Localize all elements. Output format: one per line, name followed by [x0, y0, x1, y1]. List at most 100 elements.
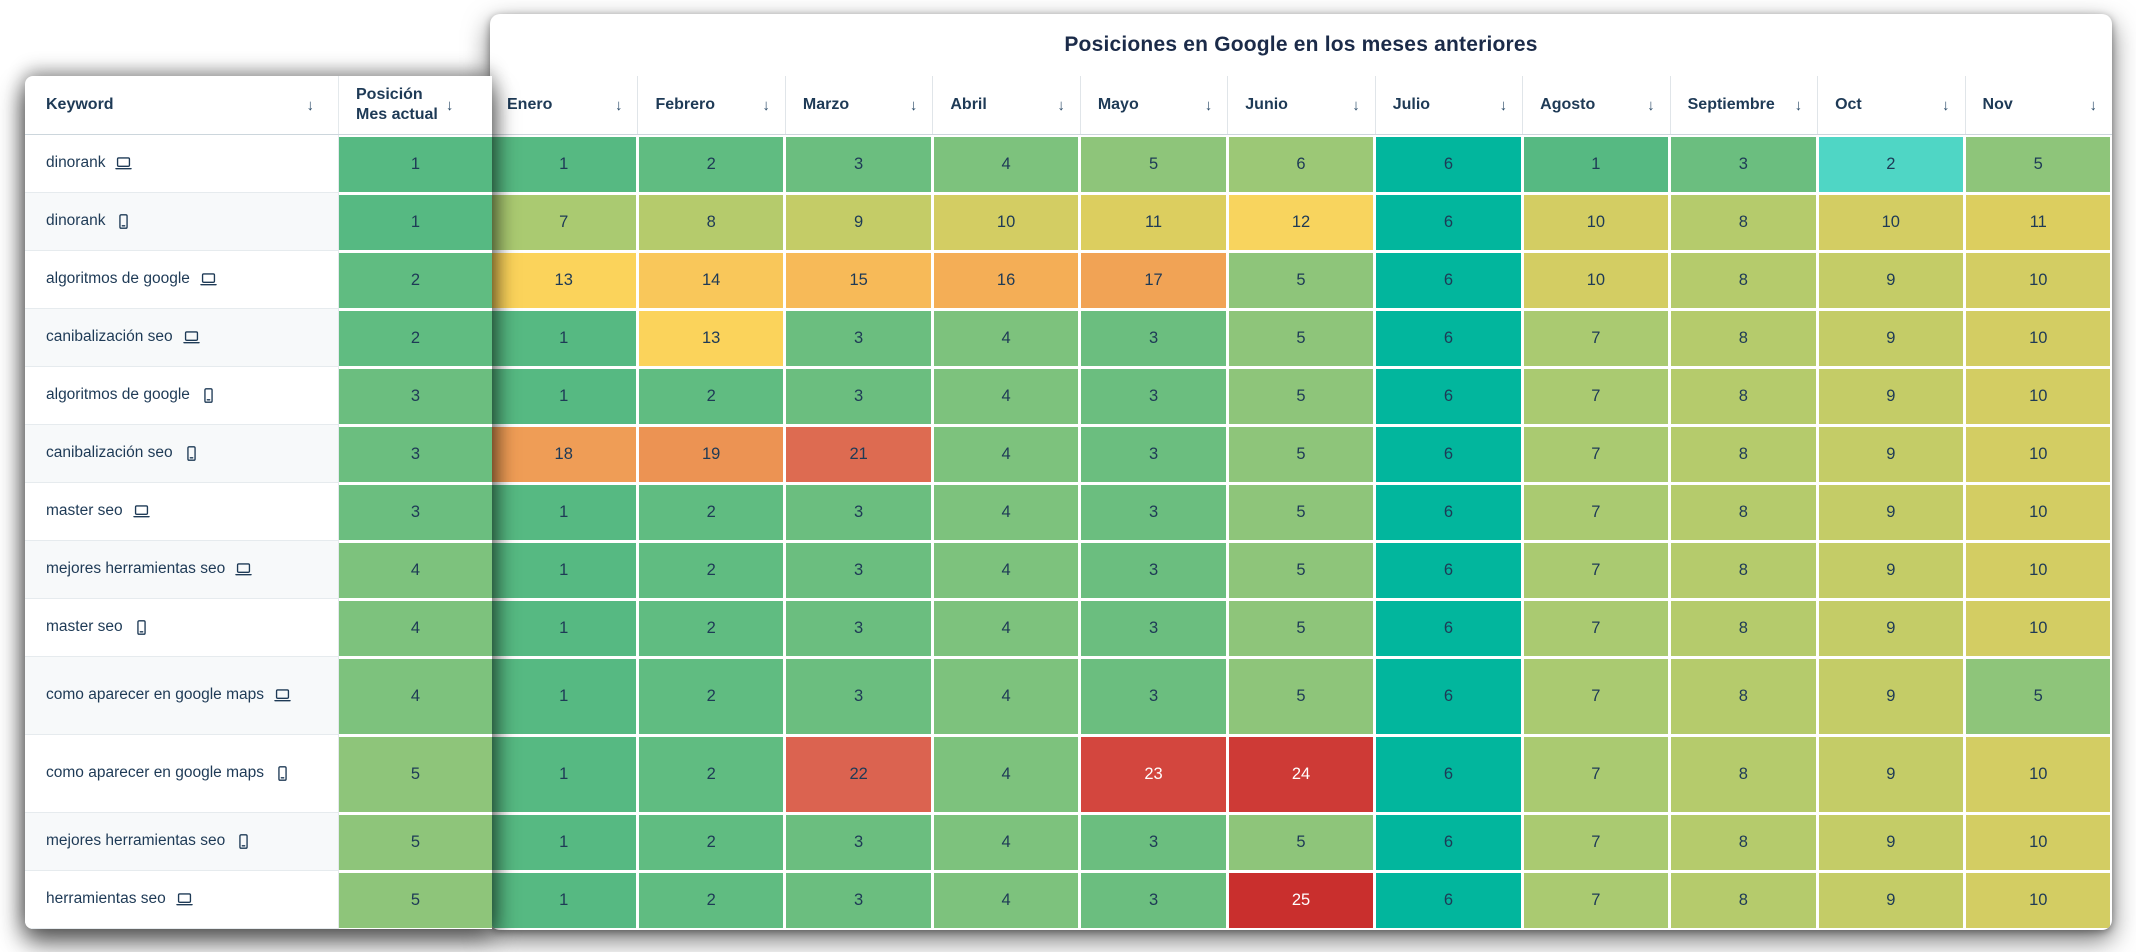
position-cell: 3 [1081, 484, 1226, 540]
position-cell: 2 [638, 600, 784, 656]
month-values-row: 1 2 22 4 23 24 6 7 8 9 10 [490, 735, 2112, 813]
month-values-row: 13 14 15 16 17 5 6 10 8 9 10 [490, 251, 2112, 309]
position-cell: 1 [491, 872, 636, 928]
position-cell: 3 [1081, 658, 1226, 734]
sort-down-icon[interactable]: ↓ [1647, 96, 1655, 114]
position-cell: 7 [491, 194, 636, 250]
keyword-row: master seo 3 [25, 483, 492, 541]
keyword-cell: como aparecer en google maps [25, 657, 339, 735]
position-cell: 9 [1818, 658, 1964, 734]
keyword-column-header[interactable]: Keyword ↓ [25, 76, 339, 134]
position-cell: 5 [1228, 252, 1374, 308]
month-values-row: 1 13 3 4 3 5 6 7 8 9 10 [490, 309, 2112, 367]
position-cell: 23 [1081, 736, 1226, 812]
month-column-header-abril[interactable]: Abril ↓ [932, 76, 1079, 134]
position-cell: 3 [786, 542, 931, 598]
position-cell: 10 [1966, 310, 2111, 366]
position-cell: 12 [1228, 194, 1374, 250]
position-cell: 3 [786, 600, 931, 656]
month-header-label: Abril [950, 96, 987, 113]
month-column-header-septiembre[interactable]: Septiembre ↓ [1669, 76, 1817, 134]
position-cell: 7 [1523, 814, 1669, 870]
mobile-icon [132, 618, 151, 637]
position-cell: 2 [638, 814, 784, 870]
sort-down-icon[interactable]: ↓ [2089, 96, 2097, 114]
month-column-header-julio[interactable]: Julio ↓ [1374, 76, 1522, 134]
position-cell: 3 [1081, 872, 1226, 928]
position-cell: 10 [933, 194, 1079, 250]
position-cell: 3 [786, 658, 931, 734]
keyword-label: dinorank [46, 154, 106, 172]
month-column-header-junio[interactable]: Junio ↓ [1227, 76, 1374, 134]
months-grid: 1 2 3 4 5 6 6 1 3 2 5 7 8 9 10 11 12 6 10 8 10 11 13 14 15 16 17 5 6… [490, 135, 2112, 930]
month-column-header-agosto[interactable]: Agosto ↓ [1522, 76, 1669, 134]
position-column-header[interactable]: Posición Mes actual ↓ [339, 76, 492, 134]
position-cell: 15 [786, 252, 931, 308]
keyword-label: canibalización seo [46, 328, 173, 346]
keyword-rows: dinorank 1 dinorank 1 algoritmos de google 2 c… [25, 135, 492, 929]
position-cell: 6 [1376, 484, 1521, 540]
keyword-cell: canibalización seo [25, 309, 339, 367]
position-cell: 8 [1671, 194, 1816, 250]
position-cell: 6 [1376, 136, 1521, 192]
position-cell: 5 [1228, 600, 1374, 656]
sort-down-icon[interactable]: ↓ [762, 96, 770, 114]
position-cell: 8 [1671, 310, 1816, 366]
sort-down-icon[interactable]: ↓ [306, 96, 315, 114]
position-cell: 2 [638, 368, 784, 424]
position-cell: 4 [933, 542, 1079, 598]
card-title: Posiciones en Google en los meses anteri… [1064, 33, 1538, 56]
position-cell: 9 [786, 194, 931, 250]
sort-down-icon[interactable]: ↓ [1204, 96, 1213, 114]
frozen-keyword-panel: Keyword ↓ Posición Mes actual ↓ dinorank… [25, 76, 492, 929]
current-position-value: 3 [339, 368, 492, 424]
sort-down-icon[interactable]: ↓ [614, 96, 623, 114]
position-cell: 1 [491, 484, 636, 540]
current-position-cell: 2 [339, 251, 492, 309]
position-cell: 13 [638, 310, 784, 366]
keyword-row: dinorank 1 [25, 193, 492, 251]
position-cell: 2 [638, 484, 784, 540]
keyword-row: como aparecer en google maps 4 [25, 657, 492, 735]
position-cell: 19 [638, 426, 784, 482]
position-cell: 4 [933, 136, 1079, 192]
position-cell: 9 [1818, 368, 1964, 424]
laptop-icon [182, 328, 201, 347]
position-cell: 10 [1966, 252, 2111, 308]
position-cell: 17 [1081, 252, 1226, 308]
sort-down-icon[interactable]: ↓ [1057, 96, 1065, 114]
position-cell: 9 [1818, 252, 1964, 308]
month-column-header-oct[interactable]: Oct ↓ [1817, 76, 1964, 134]
position-cell: 1 [491, 310, 636, 366]
mobile-icon [273, 764, 292, 783]
months-header-row: Enero ↓ Febrero ↓ Marzo ↓ Abril ↓ Mayo ↓ Junio ↓ Jul… [490, 76, 2112, 135]
current-position-value: 2 [339, 310, 492, 366]
month-values-row: 1 2 3 4 3 5 6 7 8 9 10 [490, 599, 2112, 657]
keyword-cell: algoritmos de google [25, 251, 339, 309]
left-header-row: Keyword ↓ Posición Mes actual ↓ [25, 76, 492, 135]
position-cell: 24 [1228, 736, 1374, 812]
month-column-header-febrero[interactable]: Febrero ↓ [637, 76, 784, 134]
month-column-header-nov[interactable]: Nov ↓ [1964, 76, 2112, 134]
position-cell: 4 [933, 736, 1079, 812]
mobile-icon [182, 444, 201, 463]
position-cell: 4 [933, 484, 1079, 540]
month-column-header-mayo[interactable]: Mayo ↓ [1079, 76, 1227, 134]
sort-down-icon[interactable]: ↓ [909, 96, 918, 114]
sort-down-icon[interactable]: ↓ [1794, 96, 1803, 114]
sort-down-icon[interactable]: ↓ [445, 96, 454, 114]
sort-down-icon[interactable]: ↓ [1942, 96, 1950, 114]
position-cell: 10 [1966, 814, 2111, 870]
position-cell: 3 [786, 872, 931, 928]
month-values-row: 1 2 3 4 3 5 6 7 8 9 10 [490, 483, 2112, 541]
month-header-label: Oct [1835, 96, 1862, 113]
month-column-header-enero[interactable]: Enero ↓ [490, 76, 637, 134]
sort-down-icon[interactable]: ↓ [1352, 96, 1360, 114]
position-cell: 3 [786, 310, 931, 366]
current-position-value: 5 [339, 736, 492, 812]
month-column-header-marzo[interactable]: Marzo ↓ [784, 76, 932, 134]
position-cell: 4 [933, 310, 1079, 366]
position-cell: 9 [1818, 484, 1964, 540]
sort-down-icon[interactable]: ↓ [1499, 96, 1508, 114]
